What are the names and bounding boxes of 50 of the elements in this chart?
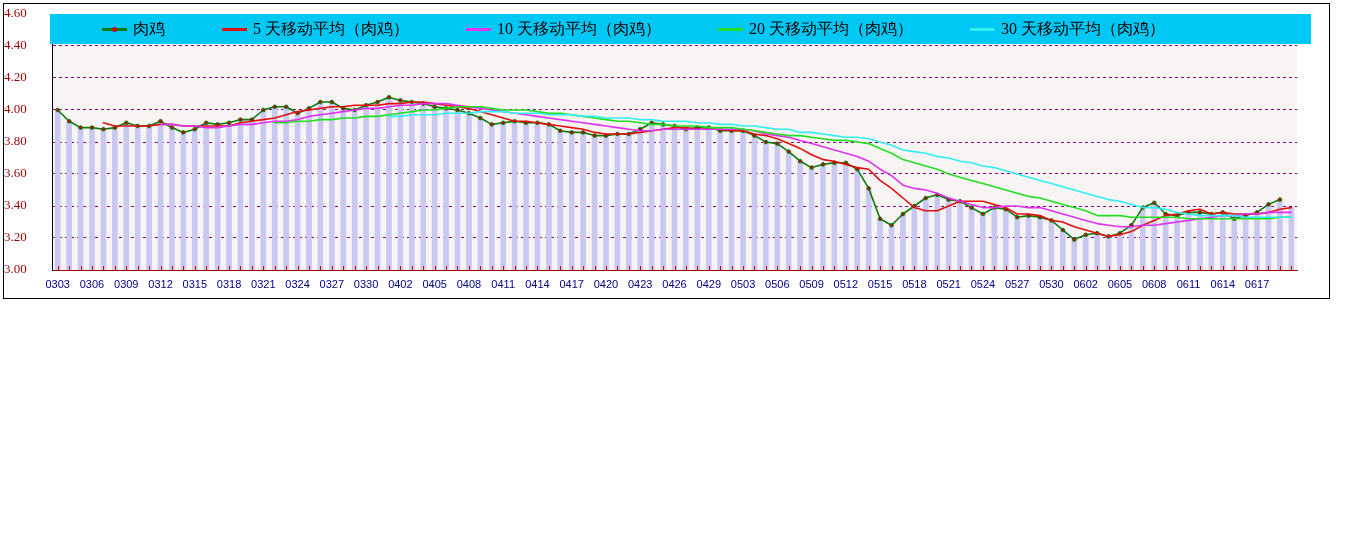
x-tick-label: 0405: [422, 277, 447, 290]
legend-label: 30 天移动平均（肉鸡）: [1001, 18, 1165, 39]
x-tick-label: 0309: [114, 277, 139, 290]
x-tick-label: 0524: [970, 277, 996, 290]
x-tick-label: 0402: [388, 277, 413, 290]
y-tick-label: 3.20: [4, 229, 27, 245]
x-tick-label: 0611: [1176, 277, 1201, 290]
x-tick-label: 0602: [1073, 277, 1098, 290]
x-tick-label: 0530: [1039, 277, 1064, 290]
x-tick-label: 0614: [1210, 277, 1235, 290]
y-tick-label: 3.60: [4, 165, 27, 181]
x-tick-label: 0315: [182, 277, 208, 290]
x-tick-label: 0617: [1244, 277, 1270, 290]
x-tick-label: 0306: [79, 277, 105, 290]
x-tick-label: 0327: [319, 277, 345, 290]
x-tick-label: 0509: [799, 277, 824, 290]
x-tick-label: 0426: [662, 277, 687, 290]
legend-label: 10 天移动平均（肉鸡）: [497, 18, 661, 39]
x-tick-label: 0414: [525, 277, 550, 290]
x-tick-label: 0423: [627, 277, 653, 290]
x-tick-label: 0506: [765, 277, 790, 290]
legend-label: 肉鸡: [133, 18, 165, 39]
x-tick-label: 0303: [45, 277, 70, 290]
x-tick-label: 0518: [902, 277, 927, 290]
x-tick-label: 0515: [867, 277, 893, 290]
x-tick-label: 0417: [559, 277, 584, 290]
y-tick-label: 3.80: [4, 133, 27, 149]
x-tick-label: 0521: [936, 277, 961, 290]
x-tick-label: 0318: [216, 277, 242, 290]
x-tick-label: 0512: [833, 277, 859, 290]
y-tick-label: 4.00: [4, 101, 27, 117]
x-tick-label: 0312: [148, 277, 173, 290]
x-tick-label: 0429: [696, 277, 722, 290]
x-tick-label: 0420: [593, 277, 619, 290]
y-tick-label: 4.40: [4, 37, 27, 53]
y-tick-label: 3.40: [4, 197, 27, 213]
x-tick-label: 0408: [456, 277, 482, 290]
legend-label: 5 天移动平均（肉鸡）: [253, 18, 409, 39]
x-tick-label: 0503: [730, 277, 756, 290]
x-tick-label: 0324: [285, 277, 310, 290]
y-tick-label: 3.00: [4, 261, 27, 277]
y-tick-label: 4.20: [4, 69, 27, 85]
x-tick-label: 0527: [1004, 277, 1030, 290]
y-tick-label: 4.60: [4, 5, 27, 21]
x-tick-label: 0608: [1141, 277, 1167, 290]
x-tick-label: 0411: [491, 277, 515, 290]
x-tick-label: 0605: [1107, 277, 1133, 290]
x-tick-label: 0321: [251, 277, 276, 290]
x-tick-label: 0330: [353, 277, 379, 290]
legend-label: 20 天移动平均（肉鸡）: [749, 18, 913, 39]
